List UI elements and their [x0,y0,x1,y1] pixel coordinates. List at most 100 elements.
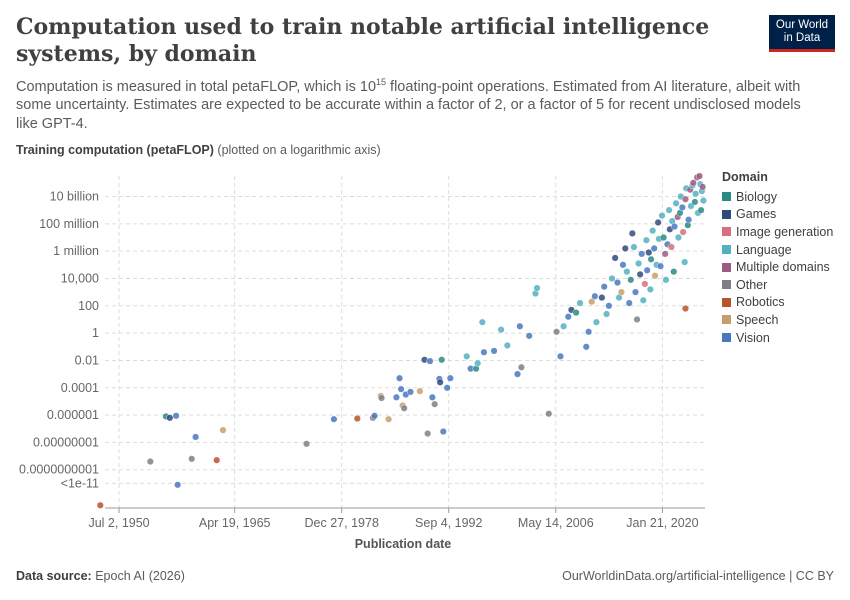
data-point-vision[interactable] [556,352,564,360]
data-point-vision[interactable] [600,283,608,291]
data-point-other[interactable] [633,315,641,323]
data-point-language[interactable] [692,190,700,198]
data-point-vision[interactable] [428,393,436,401]
data-point-vision[interactable] [614,279,622,287]
data-point-robotics[interactable] [96,501,104,509]
data-point-language[interactable] [699,197,707,205]
data-point-speech[interactable] [617,288,625,296]
data-point-vision[interactable] [643,266,651,274]
data-point-biology[interactable] [627,276,635,284]
data-point-biology[interactable] [670,268,678,276]
data-point-vision[interactable] [619,261,627,269]
data-point-language[interactable] [608,274,616,282]
data-point-games[interactable] [654,218,662,226]
data-point-vision[interactable] [685,216,693,224]
data-point-vision[interactable] [582,343,590,351]
data-point-multiple-domains[interactable] [699,183,707,191]
data-point-games[interactable] [436,378,444,386]
data-point-language[interactable] [674,233,682,241]
data-point-language[interactable] [560,322,568,330]
data-point-vision[interactable] [671,223,679,231]
data-point-vision[interactable] [397,385,405,393]
data-point-language[interactable] [463,352,471,360]
data-point-vision[interactable] [172,412,180,420]
data-point-language[interactable] [665,206,673,214]
data-point-language[interactable] [497,326,505,334]
data-point-vision[interactable] [514,370,522,378]
data-point-language[interactable] [662,276,670,284]
data-point-language[interactable] [623,268,631,276]
data-point-vision[interactable] [625,299,633,307]
data-point-language[interactable] [592,318,600,326]
data-point-language[interactable] [478,318,486,326]
data-point-vision[interactable] [392,393,400,401]
data-point-speech[interactable] [588,298,596,306]
data-point-language[interactable] [503,341,511,349]
data-point-language[interactable] [603,310,611,318]
data-point-vision[interactable] [631,288,639,296]
data-point-other[interactable] [400,404,408,412]
data-point-biology[interactable] [697,206,705,214]
data-point-games[interactable] [598,294,606,302]
data-point-other[interactable] [303,440,311,448]
data-point-language[interactable] [474,359,482,367]
data-point-other[interactable] [545,410,553,418]
data-point-speech[interactable] [651,272,659,280]
data-point-vision[interactable] [439,427,447,435]
data-point-other[interactable] [146,458,154,466]
data-point-language[interactable] [646,285,654,293]
data-point-language[interactable] [672,199,680,207]
data-point-vision[interactable] [516,322,524,330]
data-point-image-generation[interactable] [667,243,675,251]
data-point-robotics[interactable] [213,456,221,464]
data-point-vision[interactable] [638,250,646,258]
data-point-games[interactable] [645,249,653,257]
source-link[interactable]: OurWorldinData.org/artificial-intelligen… [562,569,834,583]
data-point-games[interactable] [628,229,636,237]
data-point-vision[interactable] [480,348,488,356]
data-point-biology[interactable] [647,255,655,263]
data-point-multiple-domains[interactable] [689,179,697,187]
data-point-image-generation[interactable] [641,280,649,288]
legend-item-other[interactable]: Other [722,276,833,294]
data-point-language[interactable] [635,259,643,267]
legend-item-robotics[interactable]: Robotics [722,294,833,312]
data-point-vision[interactable] [371,412,379,420]
data-point-other[interactable] [378,394,386,402]
data-point-games[interactable] [166,414,174,422]
data-point-vision[interactable] [525,332,533,340]
data-point-biology[interactable] [572,309,580,317]
data-points[interactable] [96,172,707,509]
data-point-multiple-domains[interactable] [661,250,669,258]
data-point-vision[interactable] [330,415,338,423]
owid-logo[interactable]: Our World in Data [769,15,835,52]
data-point-biology[interactable] [691,198,699,206]
data-point-speech[interactable] [219,426,227,434]
scatter-chart[interactable]: <1e-110.0000000001 0.00000001 0.000001 0.00… [0,160,720,560]
data-point-speech[interactable] [385,415,393,423]
data-point-robotics[interactable] [681,305,689,313]
data-point-vision[interactable] [591,292,599,300]
legend-item-biology[interactable]: Biology [722,188,833,206]
data-point-vision[interactable] [605,302,613,310]
legend-item-language[interactable]: Language [722,241,833,259]
data-point-biology[interactable] [438,356,446,364]
data-point-vision[interactable] [396,374,404,382]
data-point-multiple-domains[interactable] [696,172,704,180]
data-point-vision[interactable] [650,244,658,252]
data-point-games[interactable] [611,254,619,262]
data-point-speech[interactable] [416,387,424,395]
data-point-image-generation[interactable] [679,228,687,236]
data-point-vision[interactable] [656,262,664,270]
data-point-vision[interactable] [426,357,434,365]
data-point-language[interactable] [658,212,666,220]
data-point-vision[interactable] [192,433,200,441]
legend-item-games[interactable]: Games [722,206,833,224]
data-point-vision[interactable] [406,388,414,396]
data-point-vision[interactable] [443,384,451,392]
data-point-other[interactable] [188,455,196,463]
data-point-other[interactable] [431,400,439,408]
data-point-vision[interactable] [678,203,686,211]
data-point-vision[interactable] [490,347,498,355]
data-point-language[interactable] [576,299,584,307]
